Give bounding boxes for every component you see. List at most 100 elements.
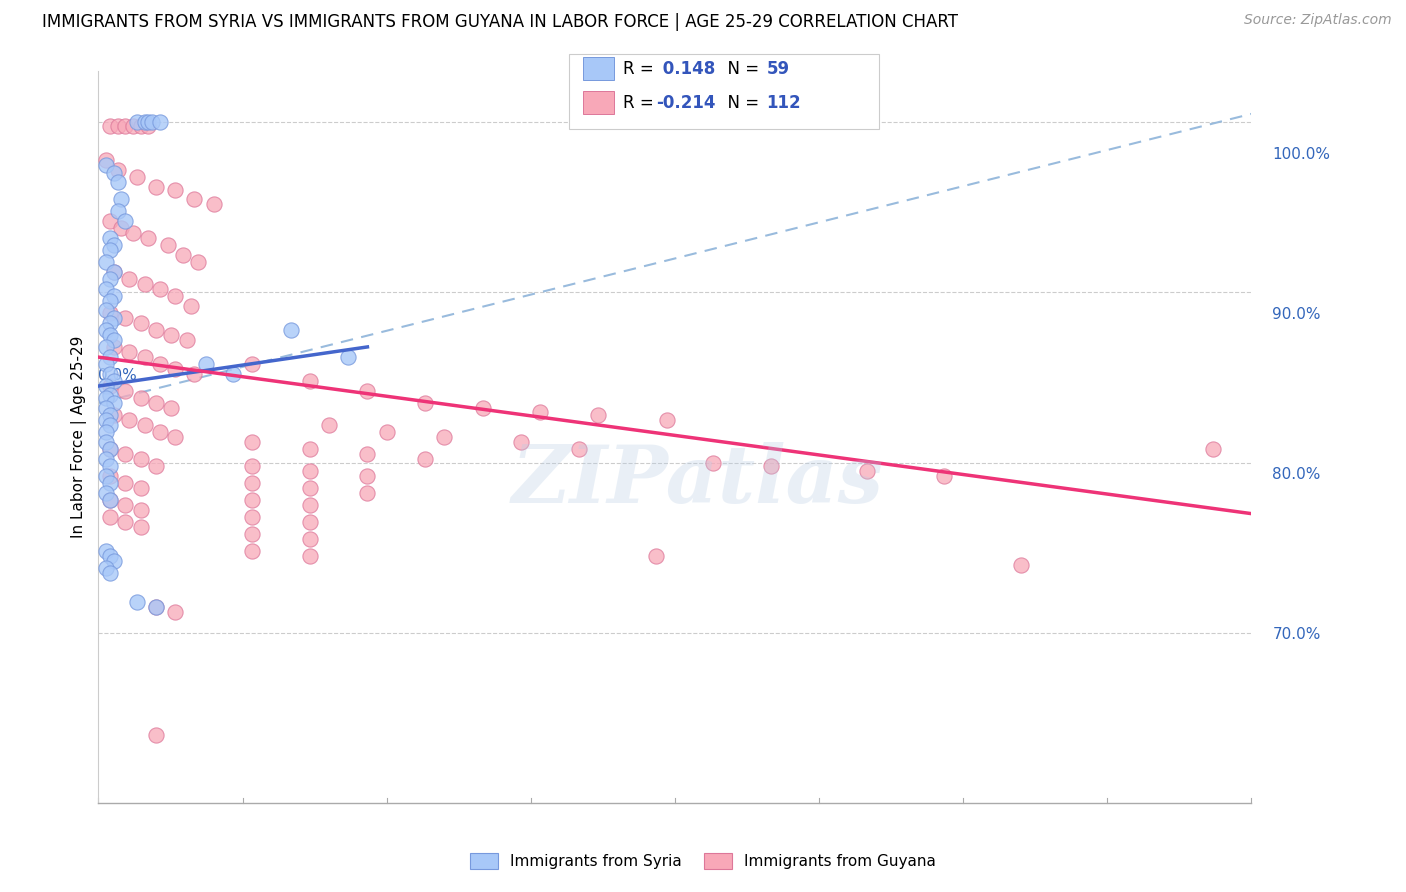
Point <box>145 600 167 615</box>
Text: Source: ZipAtlas.com: Source: ZipAtlas.com <box>1244 13 1392 28</box>
Point <box>134 115 156 129</box>
Point <box>98 272 121 286</box>
Point <box>176 333 198 347</box>
Point <box>183 192 205 206</box>
Point <box>94 561 117 575</box>
Text: -0.214: -0.214 <box>657 94 716 112</box>
Point <box>240 475 263 490</box>
Text: ZIPatlas: ZIPatlas <box>512 442 884 520</box>
Text: 80.0%: 80.0% <box>1272 467 1320 482</box>
Point <box>125 169 148 184</box>
Point <box>122 119 145 133</box>
Point <box>145 458 167 473</box>
Point <box>94 255 117 269</box>
Point <box>134 418 156 433</box>
Text: 70.0%: 70.0% <box>1272 627 1320 641</box>
Point <box>98 418 121 433</box>
Point <box>98 243 121 257</box>
Point <box>94 452 117 467</box>
Point <box>103 265 125 279</box>
Point <box>138 119 160 133</box>
Point <box>318 418 340 433</box>
Point <box>118 345 141 359</box>
Point <box>644 549 666 563</box>
Point <box>134 277 156 291</box>
Point <box>98 293 121 308</box>
Text: N =: N = <box>717 60 765 78</box>
Point <box>98 379 121 393</box>
Point <box>413 452 436 467</box>
Point <box>94 302 117 317</box>
Point <box>240 527 263 541</box>
Point <box>94 282 117 296</box>
Point <box>759 458 782 473</box>
Point <box>337 350 360 364</box>
Text: 59: 59 <box>766 60 789 78</box>
Point <box>149 425 172 439</box>
Text: R =: R = <box>623 94 659 112</box>
Point <box>141 115 163 129</box>
Point <box>94 435 117 450</box>
Point <box>129 391 152 405</box>
Point <box>145 180 167 194</box>
Text: IMMIGRANTS FROM SYRIA VS IMMIGRANTS FROM GUYANA IN LABOR FORCE | AGE 25-29 CORRE: IMMIGRANTS FROM SYRIA VS IMMIGRANTS FROM… <box>42 13 957 31</box>
Point <box>222 367 245 381</box>
Point <box>138 231 160 245</box>
Point <box>413 396 436 410</box>
Point <box>138 115 160 129</box>
Point <box>98 475 121 490</box>
Point <box>240 544 263 558</box>
Point <box>114 447 136 461</box>
Point <box>165 605 187 619</box>
Point <box>103 265 125 279</box>
Point <box>118 272 141 286</box>
Point <box>103 238 125 252</box>
Point <box>298 481 321 495</box>
Point <box>94 401 117 416</box>
Point <box>356 486 378 500</box>
Point <box>1202 442 1225 456</box>
Point <box>129 503 152 517</box>
Point <box>98 458 121 473</box>
Point <box>129 520 152 534</box>
Point <box>187 255 209 269</box>
Point <box>433 430 456 444</box>
Point <box>280 323 302 337</box>
Point <box>529 404 551 418</box>
Point <box>298 464 321 478</box>
Point <box>149 282 172 296</box>
Point <box>1010 558 1032 572</box>
Text: 0.0%: 0.0% <box>98 368 138 383</box>
Text: 112: 112 <box>766 94 801 112</box>
Point <box>94 323 117 337</box>
Point <box>107 119 129 133</box>
Point <box>134 350 156 364</box>
Text: 90.0%: 90.0% <box>1272 307 1320 322</box>
Point <box>103 311 125 326</box>
Point <box>118 413 141 427</box>
Point <box>98 119 121 133</box>
Point <box>103 408 125 422</box>
Y-axis label: In Labor Force | Age 25-29: In Labor Force | Age 25-29 <box>72 336 87 538</box>
Point <box>98 469 121 483</box>
Point <box>114 384 136 399</box>
Point <box>114 214 136 228</box>
Point <box>471 401 494 416</box>
Point <box>129 119 152 133</box>
Point <box>145 323 167 337</box>
Point <box>298 442 321 456</box>
Point <box>298 374 321 388</box>
Point <box>98 510 121 524</box>
Point <box>94 391 117 405</box>
Point <box>129 316 152 330</box>
Point <box>856 464 879 478</box>
Point <box>114 475 136 490</box>
Point <box>114 515 136 529</box>
Point <box>240 510 263 524</box>
Point <box>103 333 125 347</box>
Point <box>103 289 125 303</box>
Point <box>149 357 172 371</box>
Point <box>568 442 591 456</box>
Point <box>98 328 121 343</box>
Point <box>240 493 263 508</box>
